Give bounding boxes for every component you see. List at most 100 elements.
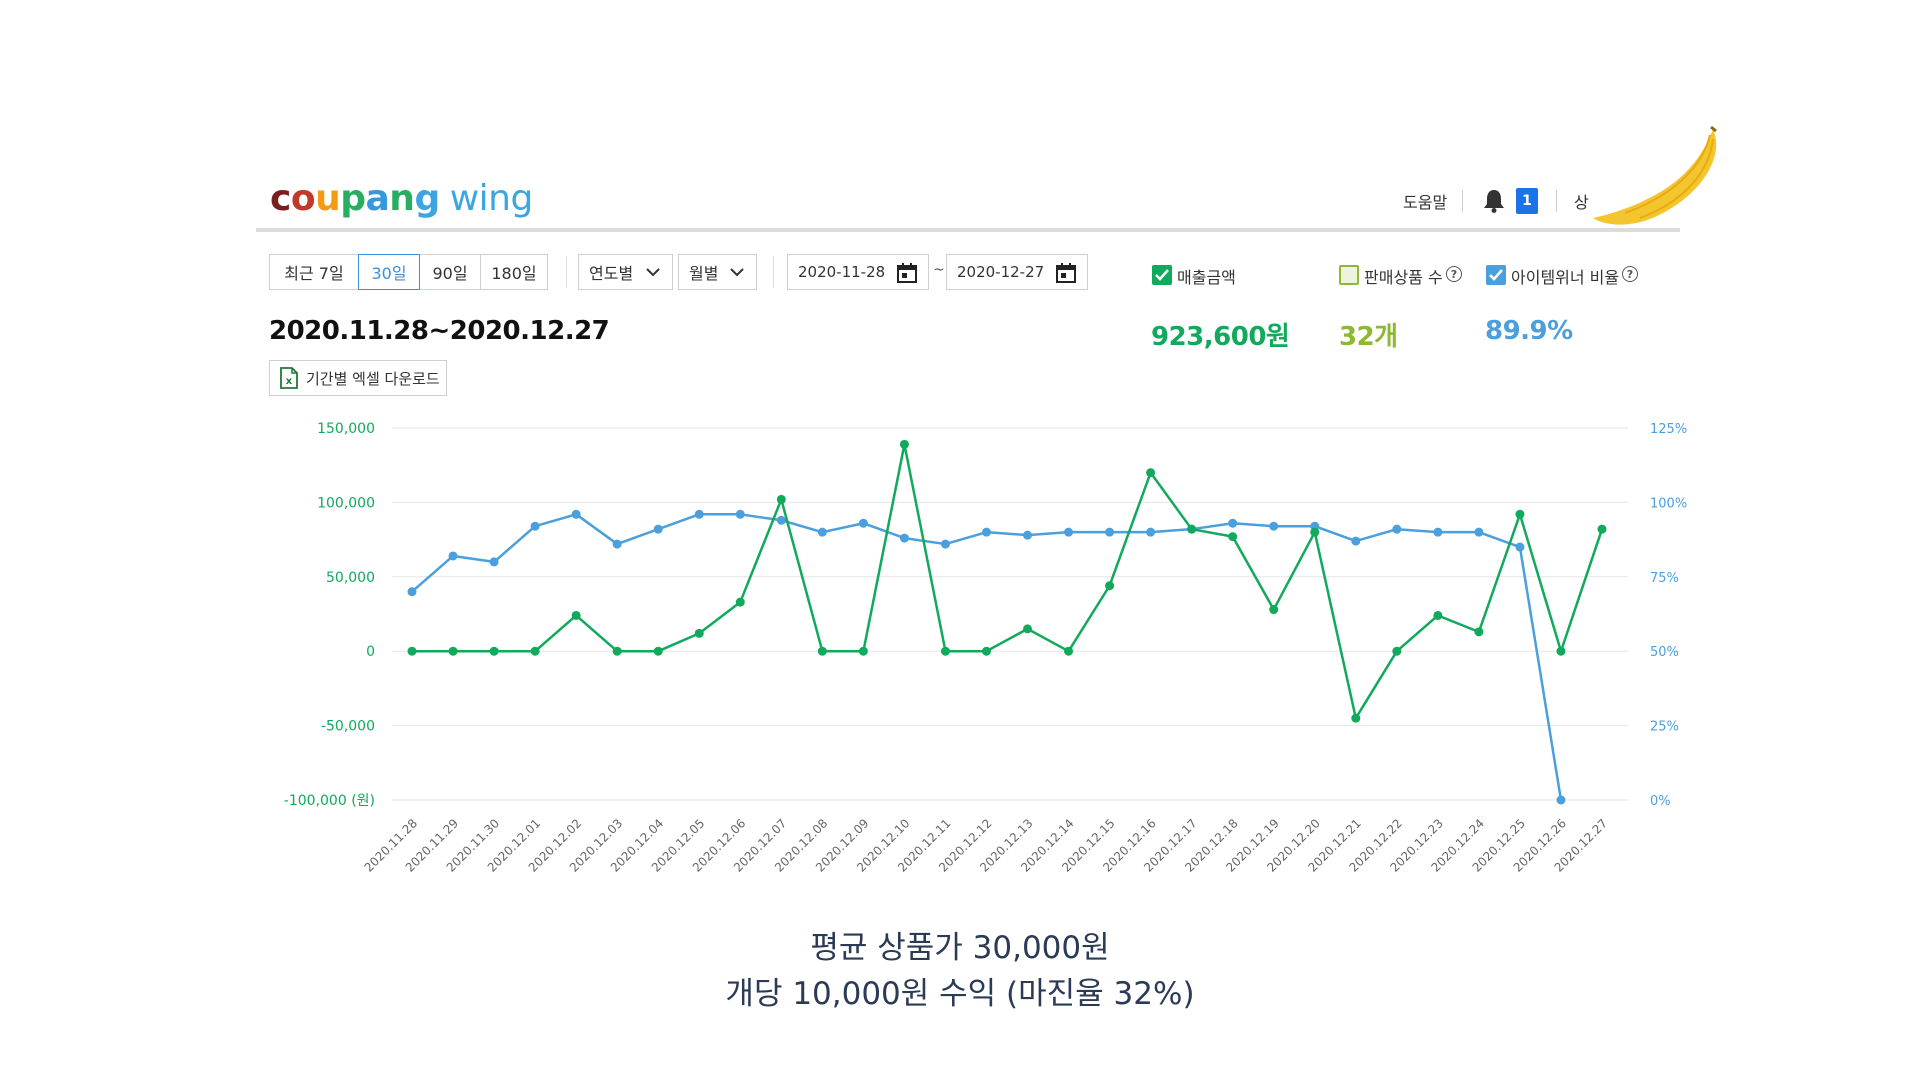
sales-point <box>1146 468 1156 478</box>
end-date-value: 2020-12-27 <box>957 263 1045 281</box>
sales-point <box>530 646 540 656</box>
checkmark-icon <box>1489 269 1503 281</box>
help-circle-icon[interactable]: ? <box>1622 266 1638 282</box>
logo-letter: a <box>365 178 390 219</box>
tab-90-days[interactable]: 90일 <box>419 254 481 290</box>
y-right-tick-label: 25% <box>1650 720 1679 735</box>
excel-download-button[interactable]: x 기간별 엑셀 다운로드 <box>269 360 447 396</box>
winner-rate-point <box>1105 527 1115 537</box>
svg-text:x: x <box>286 376 293 387</box>
coupang-wing-logo[interactable]: coupang wing <box>270 178 533 219</box>
start-date-field[interactable]: 2020-11-28 <box>787 254 929 290</box>
winner-rate-point <box>981 527 991 537</box>
start-date-value: 2020-11-28 <box>798 263 886 281</box>
winner-label: 아이템위너 비율 <box>1511 268 1620 287</box>
bell-icon[interactable] <box>1482 188 1506 218</box>
sales-point <box>448 646 458 656</box>
sales-point <box>571 610 581 620</box>
sales-point <box>940 646 950 656</box>
help-link[interactable]: 도움말 <box>1403 193 1448 212</box>
sales-point <box>1392 646 1402 656</box>
y-left-tick-label: 0 <box>366 644 375 660</box>
tab-30-days[interactable]: 30일 <box>358 254 420 290</box>
logo-letter: u <box>315 178 341 219</box>
y-right-tick-label: 125% <box>1650 422 1687 437</box>
winner-rate-point <box>448 551 458 561</box>
winner-rate-point <box>940 539 950 549</box>
winner-rate-point <box>694 509 704 519</box>
y-right-tick-label: 75% <box>1650 571 1679 586</box>
header-divider <box>256 228 1680 232</box>
winner-rate-point <box>1269 521 1279 531</box>
winner-rate-point <box>653 524 663 534</box>
winner-rate-point <box>1474 527 1484 537</box>
winner-rate-point <box>612 539 622 549</box>
y-left-tick-label: 150,000 <box>317 421 375 437</box>
winner-rate-point <box>899 533 909 543</box>
y-right-tick-label: 50% <box>1650 645 1679 660</box>
header-separator <box>1556 190 1557 212</box>
sales-point <box>1023 624 1033 634</box>
sales-point <box>735 597 745 607</box>
winner-rate-point <box>817 527 827 537</box>
selected-date-range: 2020.11.28~2020.12.27 <box>269 316 610 346</box>
logo-letter: c <box>270 178 291 219</box>
winner-rate-point <box>1433 527 1443 537</box>
checkmark-icon <box>1155 269 1169 281</box>
sales-label: 매출금액 <box>1177 268 1236 287</box>
sales-point <box>981 646 991 656</box>
month-dropdown[interactable]: 월별 <box>678 254 757 290</box>
caption-unit-profit: 개당 10,000원 수익 (마진율 32%) <box>725 976 1195 1012</box>
sales-point <box>1515 509 1525 519</box>
y-left-tick-label: 50,000 <box>326 570 375 586</box>
filter-separator <box>566 256 567 288</box>
winner-rate-point <box>1351 536 1361 546</box>
calendar-icon[interactable] <box>1055 262 1077 284</box>
sales-point <box>1228 532 1238 542</box>
y-left-tick-label: -50,000 <box>321 719 375 735</box>
sales-point <box>1105 581 1115 591</box>
sales-point <box>653 646 663 656</box>
end-date-field[interactable]: 2020-12-27 <box>946 254 1088 290</box>
tab-recent-7-days[interactable]: 최근 7일 <box>269 254 359 290</box>
winner-checkbox[interactable] <box>1486 265 1506 285</box>
y-right-tick-label: 0% <box>1650 794 1671 809</box>
help-circle-icon[interactable]: ? <box>1446 266 1462 282</box>
count-checkbox[interactable] <box>1339 265 1359 285</box>
sales-point <box>1187 524 1197 534</box>
sales-point <box>1474 627 1484 637</box>
winner-rate-point <box>776 515 786 525</box>
logo-letter: p <box>340 178 366 219</box>
user-menu[interactable]: 상 <box>1574 193 1589 212</box>
sales-checkbox[interactable] <box>1152 265 1172 285</box>
sales-point <box>817 646 827 656</box>
winner-rate-point <box>1064 527 1074 537</box>
sales-value: 923,600원 <box>1151 322 1290 352</box>
count-value: 32개 <box>1339 322 1398 352</box>
logo-coupang-text: coupang <box>270 178 440 219</box>
chevron-down-icon <box>646 268 660 277</box>
chevron-down-icon <box>730 268 744 277</box>
sales-chart: 150,000 100,000 50,000 0 -50,000 -100,000 (원)… <box>284 421 1687 875</box>
sales-point <box>1064 646 1074 656</box>
sales-point <box>899 439 909 449</box>
sales-line <box>412 443 1604 720</box>
notification-badge[interactable]: 1 <box>1516 188 1538 214</box>
sales-point <box>1351 713 1361 723</box>
sales-point <box>612 646 622 656</box>
header-separator <box>1462 190 1463 212</box>
sales-point <box>1310 527 1320 537</box>
y-left-tick-label: 100,000 <box>317 495 375 511</box>
tab-180-days[interactable]: 180일 <box>480 254 548 290</box>
winner-rate-point <box>530 521 540 531</box>
sales-point <box>1556 646 1566 656</box>
sales-point <box>1433 610 1443 620</box>
logo-letter: o <box>290 178 316 219</box>
caption-average-price: 평균 상품가 30,000원 <box>810 930 1110 966</box>
logo-wing-text: wing <box>449 178 534 219</box>
year-dropdown[interactable]: 연도별 <box>578 254 673 290</box>
calendar-icon[interactable] <box>896 262 918 284</box>
winner-rate-point <box>1515 542 1525 552</box>
winner-rate-line <box>411 513 1563 801</box>
winner-value: 89.9% <box>1485 316 1573 346</box>
